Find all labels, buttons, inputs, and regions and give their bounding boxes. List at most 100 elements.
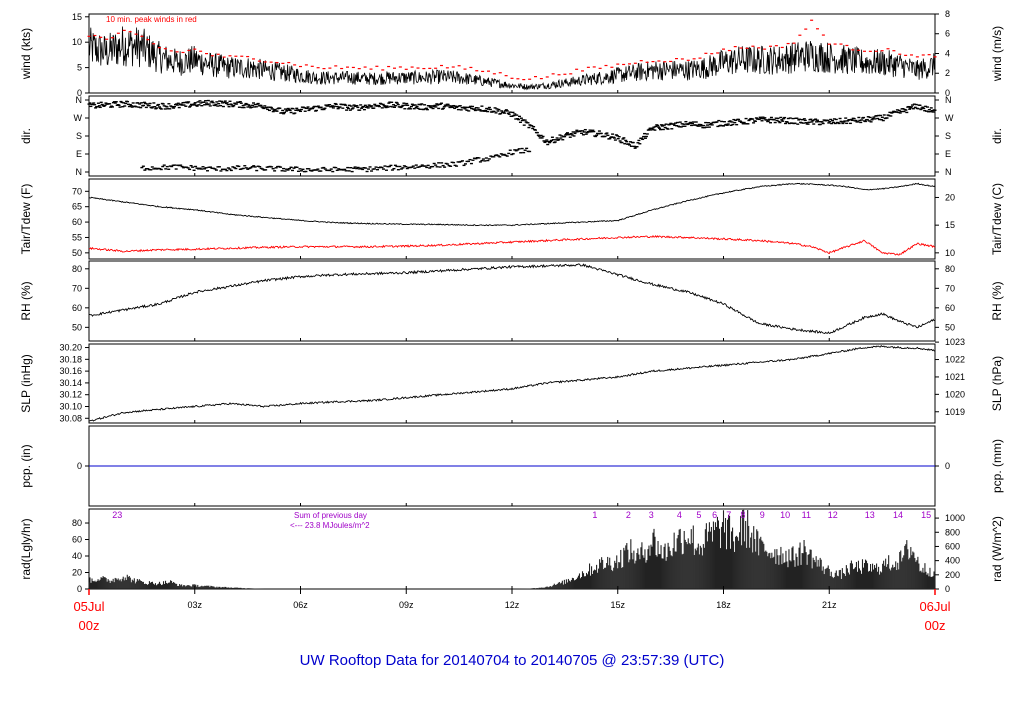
right-tick-label: 70	[945, 283, 955, 293]
y-axis-label-left: SLP (inHg)	[19, 354, 33, 412]
left-tick-label: S	[76, 131, 82, 141]
y-axis-label-left: RH (%)	[19, 281, 33, 320]
solar-hour-label: 1	[592, 510, 597, 520]
y-axis-label-right: pcp. (mm)	[990, 439, 1004, 493]
left-tick-label: 60	[72, 217, 82, 227]
solar-hour-label: 10	[780, 510, 790, 520]
left-tick-label: 10	[72, 37, 82, 47]
right-tick-label: W	[945, 113, 954, 123]
y-axis-label-right: Tair/Tdew (C)	[990, 183, 1004, 255]
radiation-series	[88, 509, 936, 589]
solar-hour-label: 23	[112, 510, 122, 520]
air-temp-line	[88, 182, 936, 227]
y-axis-label-left: pcp. (in)	[19, 444, 33, 487]
solar-hour-label: 4	[677, 510, 682, 520]
y-axis-label-right: wind (m/s)	[990, 26, 1004, 82]
left-tick-label: E	[76, 149, 82, 159]
solar-hour-label: 9	[760, 510, 765, 520]
right-tick-label: N	[945, 95, 952, 105]
end-date-label: 06Jul	[919, 599, 950, 614]
left-tick-label: 30.08	[59, 413, 82, 423]
right-tick-label: 2	[945, 68, 950, 78]
right-tick-label: 800	[945, 527, 960, 537]
right-tick-label: E	[945, 149, 951, 159]
left-tick-label: 50	[72, 322, 82, 332]
left-tick-label: 20	[72, 568, 82, 578]
left-tick-label: 5	[77, 63, 82, 73]
left-tick-label: N	[76, 167, 83, 177]
x-tick-label: 12z	[505, 600, 520, 610]
solar-hour-label: 12	[828, 510, 838, 520]
solar-hour-label: 11	[802, 510, 811, 520]
solar-hour-label: 3	[649, 510, 654, 520]
solar-hour-label: 8	[740, 510, 745, 520]
wind-speed-line	[88, 26, 936, 91]
direction-series	[87, 99, 937, 149]
direction-panel	[88, 95, 936, 177]
x-tick-label: 06z	[293, 600, 308, 610]
left-tick-label: 0	[77, 461, 82, 471]
right-tick-label: 1021	[945, 372, 965, 382]
right-tick-label: 1020	[945, 389, 965, 399]
solar-hour-label: 7	[726, 510, 731, 520]
right-tick-label: S	[945, 131, 951, 141]
left-tick-label: 0	[77, 584, 82, 594]
right-tick-label: 50	[945, 322, 955, 332]
left-tick-label: 50	[72, 248, 82, 258]
left-tick-label: W	[74, 113, 83, 123]
left-tick-label: 80	[72, 518, 82, 528]
rh-panel	[88, 260, 936, 342]
y-axis-label-left: Tair/Tdew (F)	[19, 184, 33, 255]
right-tick-label: 1019	[945, 407, 965, 417]
right-tick-label: 1000	[945, 513, 965, 523]
x-tick-label: 03z	[187, 600, 202, 610]
slp-line	[88, 345, 936, 422]
right-tick-label: 1022	[945, 355, 965, 365]
right-tick-label: 0	[945, 584, 950, 594]
left-tick-label: N	[76, 95, 83, 105]
end-time-label: 00z	[925, 618, 946, 633]
left-tick-label: 30.20	[59, 343, 82, 353]
y-axis-label-left: rad(Lgly/hr)	[19, 518, 33, 579]
wind-series	[88, 26, 936, 91]
right-tick-label: 200	[945, 570, 960, 580]
left-tick-label: 70	[72, 186, 82, 196]
left-tick-label: 60	[72, 535, 82, 545]
right-tick-label: N	[945, 167, 952, 177]
y-axis-label-right: rad (W/m^2)	[990, 516, 1004, 582]
prev-day-annotation: Sum of previous day	[294, 511, 367, 520]
right-tick-label: 60	[945, 303, 955, 313]
prev-day-total: <--- 23.8 MJoules/m^2	[290, 521, 370, 530]
right-tick-label: 8	[945, 9, 950, 19]
temperature-panel	[88, 178, 936, 260]
right-tick-label: 80	[945, 264, 955, 274]
y-axis-label-right: SLP (hPa)	[990, 356, 1004, 411]
left-tick-label: 65	[72, 202, 82, 212]
y-axis-label-left: dir.	[19, 128, 33, 144]
right-tick-label: 10	[945, 248, 955, 258]
solar-hour-label: 14	[893, 510, 903, 520]
left-tick-label: 80	[72, 264, 82, 274]
right-tick-label: 1023	[945, 337, 965, 347]
right-tick-label: 6	[945, 29, 950, 39]
peak-wind-marks	[87, 19, 937, 81]
solar-hour-label: 2	[626, 510, 631, 520]
start-date-label: 05Jul	[73, 599, 104, 614]
left-tick-label: 40	[72, 551, 82, 561]
x-tick-label: 18z	[716, 600, 731, 610]
left-tick-label: 30.10	[59, 401, 82, 411]
x-tick-label: 21z	[822, 600, 837, 610]
left-tick-label: 30.18	[59, 354, 82, 364]
x-axis: 03z 06z 09z 12z 15z 18z 21z 05Jul 00z 06Jul 00z	[73, 589, 951, 633]
left-tick-label: 15	[72, 12, 82, 22]
page-title: UW Rooftop Data for 20140704 to 20140705…	[300, 652, 725, 669]
x-tick-label: 15z	[610, 600, 625, 610]
left-tick-label: 30.14	[59, 378, 82, 388]
start-time-label: 00z	[79, 618, 100, 633]
left-tick-label: 55	[72, 232, 82, 242]
dew-point-line	[89, 235, 936, 256]
peak-wind-annotation: 10 min. peak winds in red	[106, 15, 197, 24]
